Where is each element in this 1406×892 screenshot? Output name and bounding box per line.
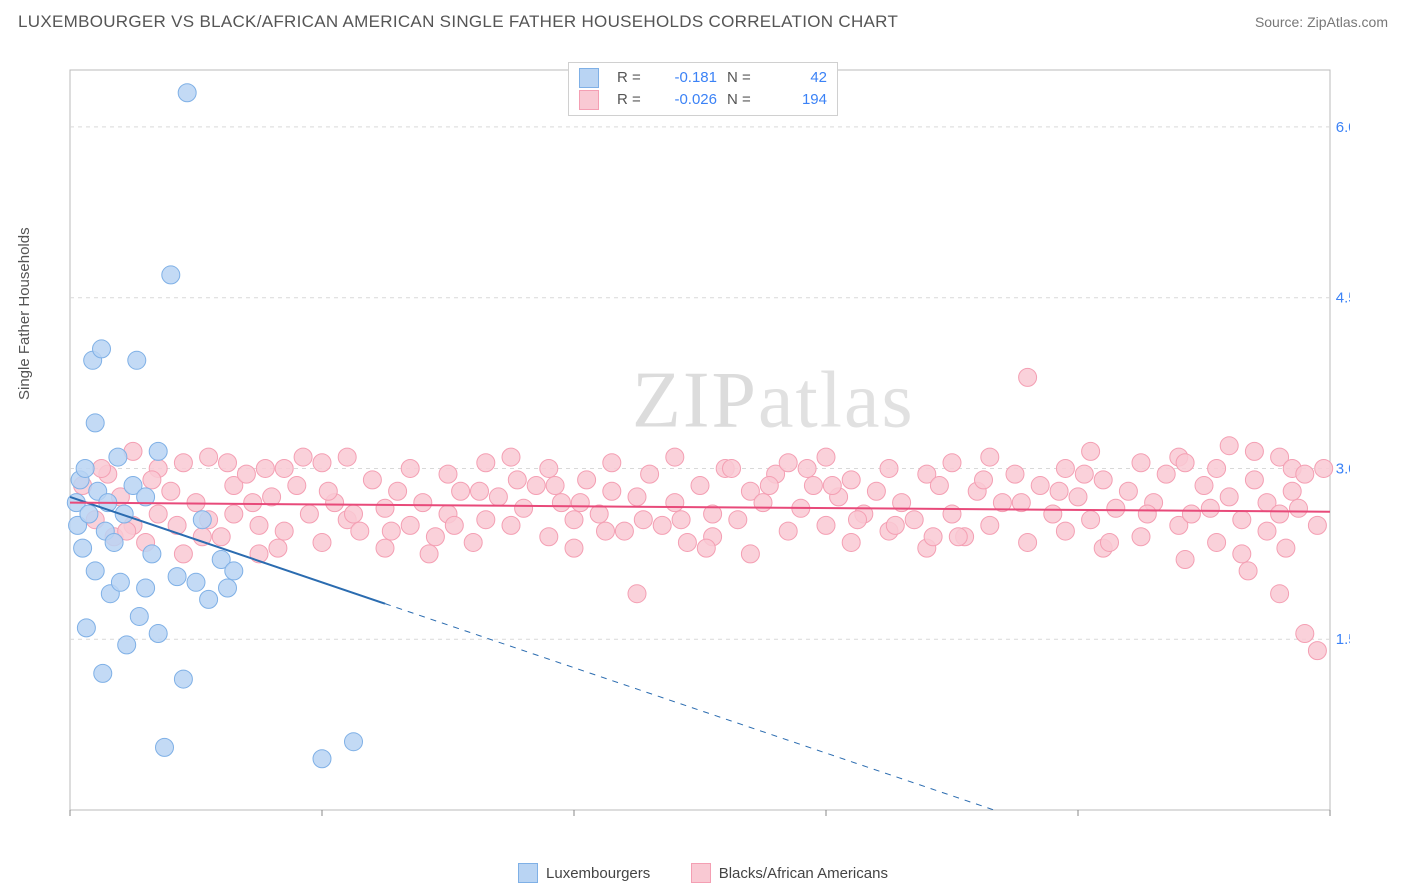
y-axis-label: Single Father Households [16, 227, 33, 400]
plot-area: 1.5%3.0%4.5%6.0%0.0%100.0% [50, 60, 1350, 820]
swatch-series1 [579, 68, 599, 88]
legend-label-1: Luxembourgers [546, 865, 650, 882]
svg-text:6.0%: 6.0% [1336, 119, 1350, 136]
chart-title: LUXEMBOURGER VS BLACK/AFRICAN AMERICAN S… [18, 12, 898, 32]
svg-text:4.5%: 4.5% [1336, 290, 1350, 307]
stats-legend-box: R = -0.181 N = 42 R = -0.026 N = 194 [568, 62, 838, 116]
scatter-svg: 1.5%3.0%4.5%6.0%0.0%100.0% [50, 60, 1350, 820]
stat-n-label: N = [727, 89, 757, 111]
legend-item-2: Blacks/African Americans [691, 863, 888, 883]
stat-n-label: N = [727, 67, 757, 89]
chart-source: Source: ZipAtlas.com [1255, 14, 1388, 30]
swatch-series2 [579, 90, 599, 110]
legend-item-1: Luxembourgers [518, 863, 650, 883]
stat-r-value-2: -0.026 [657, 89, 717, 111]
stat-r-label: R = [617, 67, 647, 89]
svg-text:1.5%: 1.5% [1336, 631, 1350, 648]
bottom-legend: Luxembourgers Blacks/African Americans [0, 863, 1406, 888]
stats-row-series2: R = -0.026 N = 194 [579, 89, 827, 111]
chart-header: LUXEMBOURGER VS BLACK/AFRICAN AMERICAN S… [0, 0, 1406, 40]
svg-text:3.0%: 3.0% [1336, 460, 1350, 477]
legend-swatch-1 [518, 863, 538, 883]
legend-label-2: Blacks/African Americans [719, 865, 888, 882]
stat-n-value-2: 194 [767, 89, 827, 111]
stat-r-value-1: -0.181 [657, 67, 717, 89]
legend-swatch-2 [691, 863, 711, 883]
stat-n-value-1: 42 [767, 67, 827, 89]
stat-r-label: R = [617, 89, 647, 111]
stats-row-series1: R = -0.181 N = 42 [579, 67, 827, 89]
